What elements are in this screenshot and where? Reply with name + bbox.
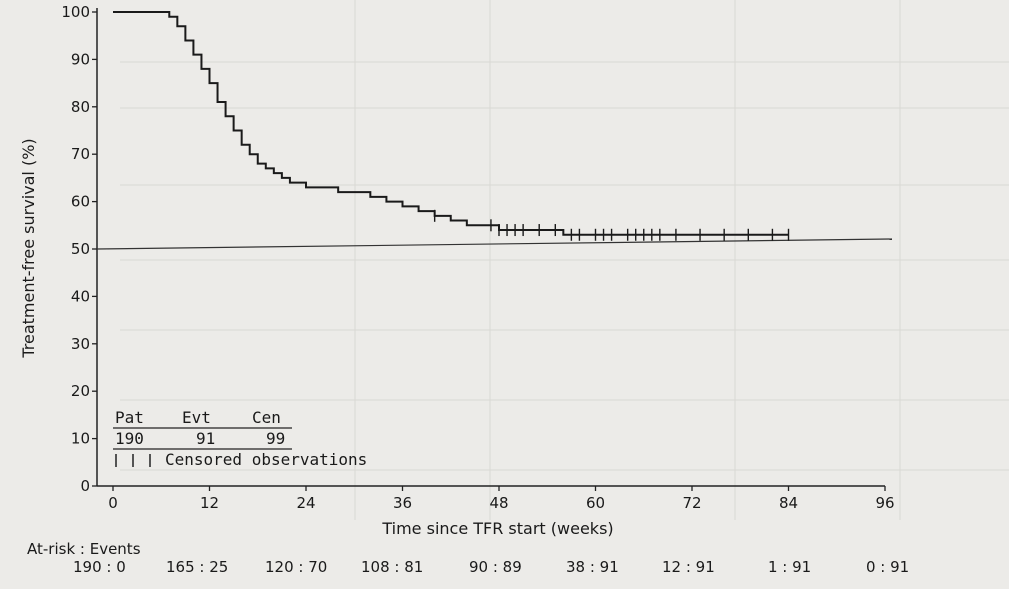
censor-legend-label: Censored observations (165, 450, 367, 469)
at-risk-value: 165 : 25 (166, 558, 228, 576)
summary-header-cen: Cen (252, 408, 281, 427)
km-survival-curve (113, 11, 789, 236)
x-tick-label: 24 (296, 494, 315, 512)
summary-header-pat: Pat (115, 408, 144, 427)
y-tick-label: 80 (71, 98, 90, 116)
reference-line-50 (96, 238, 893, 250)
y-tick-label: 20 (71, 382, 90, 400)
x-tick-label: 48 (489, 494, 508, 512)
x-tick-label: 96 (875, 494, 894, 512)
y-axis-label: Treatment-free survival (%) (19, 138, 38, 358)
at-risk-value: 1 : 91 (768, 558, 811, 576)
at-risk-value: 38 : 91 (566, 558, 619, 576)
at-risk-label: At-risk : Events (27, 540, 141, 558)
censor-marks (433, 209, 790, 241)
x-axis-label: Time since TFR start (weeks) (381, 519, 613, 538)
axis-ticks: 0 10 20 30 40 50 60 70 80 90 100 0 12 24 36 48 60 72 84 96 (61, 3, 894, 512)
x-tick-label: 0 (108, 494, 118, 512)
y-tick-label: 40 (71, 287, 90, 305)
y-tick-label: 70 (71, 145, 90, 163)
y-tick-label: 10 (71, 430, 90, 448)
x-tick-label: 84 (779, 494, 798, 512)
y-tick-label: 50 (71, 240, 90, 258)
at-risk-value: 108 : 81 (361, 558, 423, 576)
background-texture (120, 0, 1009, 520)
at-risk-value: 120 : 70 (265, 558, 327, 576)
at-risk-value: 90 : 89 (469, 558, 522, 576)
summary-header-evt: Evt (182, 408, 211, 427)
summary-value-pat: 190 (115, 429, 144, 448)
x-tick-label: 36 (393, 494, 412, 512)
y-tick-label: 100 (61, 3, 90, 21)
y-tick-label: 0 (80, 477, 90, 495)
y-tick-label: 30 (71, 335, 90, 353)
summary-value-evt: 91 (196, 429, 215, 448)
summary-box: Pat Evt Cen 190 91 99 Censored observati… (113, 408, 367, 469)
at-risk-value: 190 : 0 (73, 558, 126, 576)
at-risk-value: 0 : 91 (866, 558, 909, 576)
x-tick-label: 12 (200, 494, 219, 512)
x-tick-label: 60 (586, 494, 605, 512)
summary-value-cen: 99 (266, 429, 285, 448)
at-risk-row: 190 : 0 165 : 25 120 : 70 108 : 81 90 : 89 38… (73, 558, 909, 576)
at-risk-value: 12 : 91 (662, 558, 715, 576)
x-tick-label: 72 (682, 494, 701, 512)
y-tick-label: 90 (71, 50, 90, 68)
censor-legend-icon (115, 454, 151, 467)
axes (96, 8, 885, 487)
y-tick-label: 60 (71, 193, 90, 211)
